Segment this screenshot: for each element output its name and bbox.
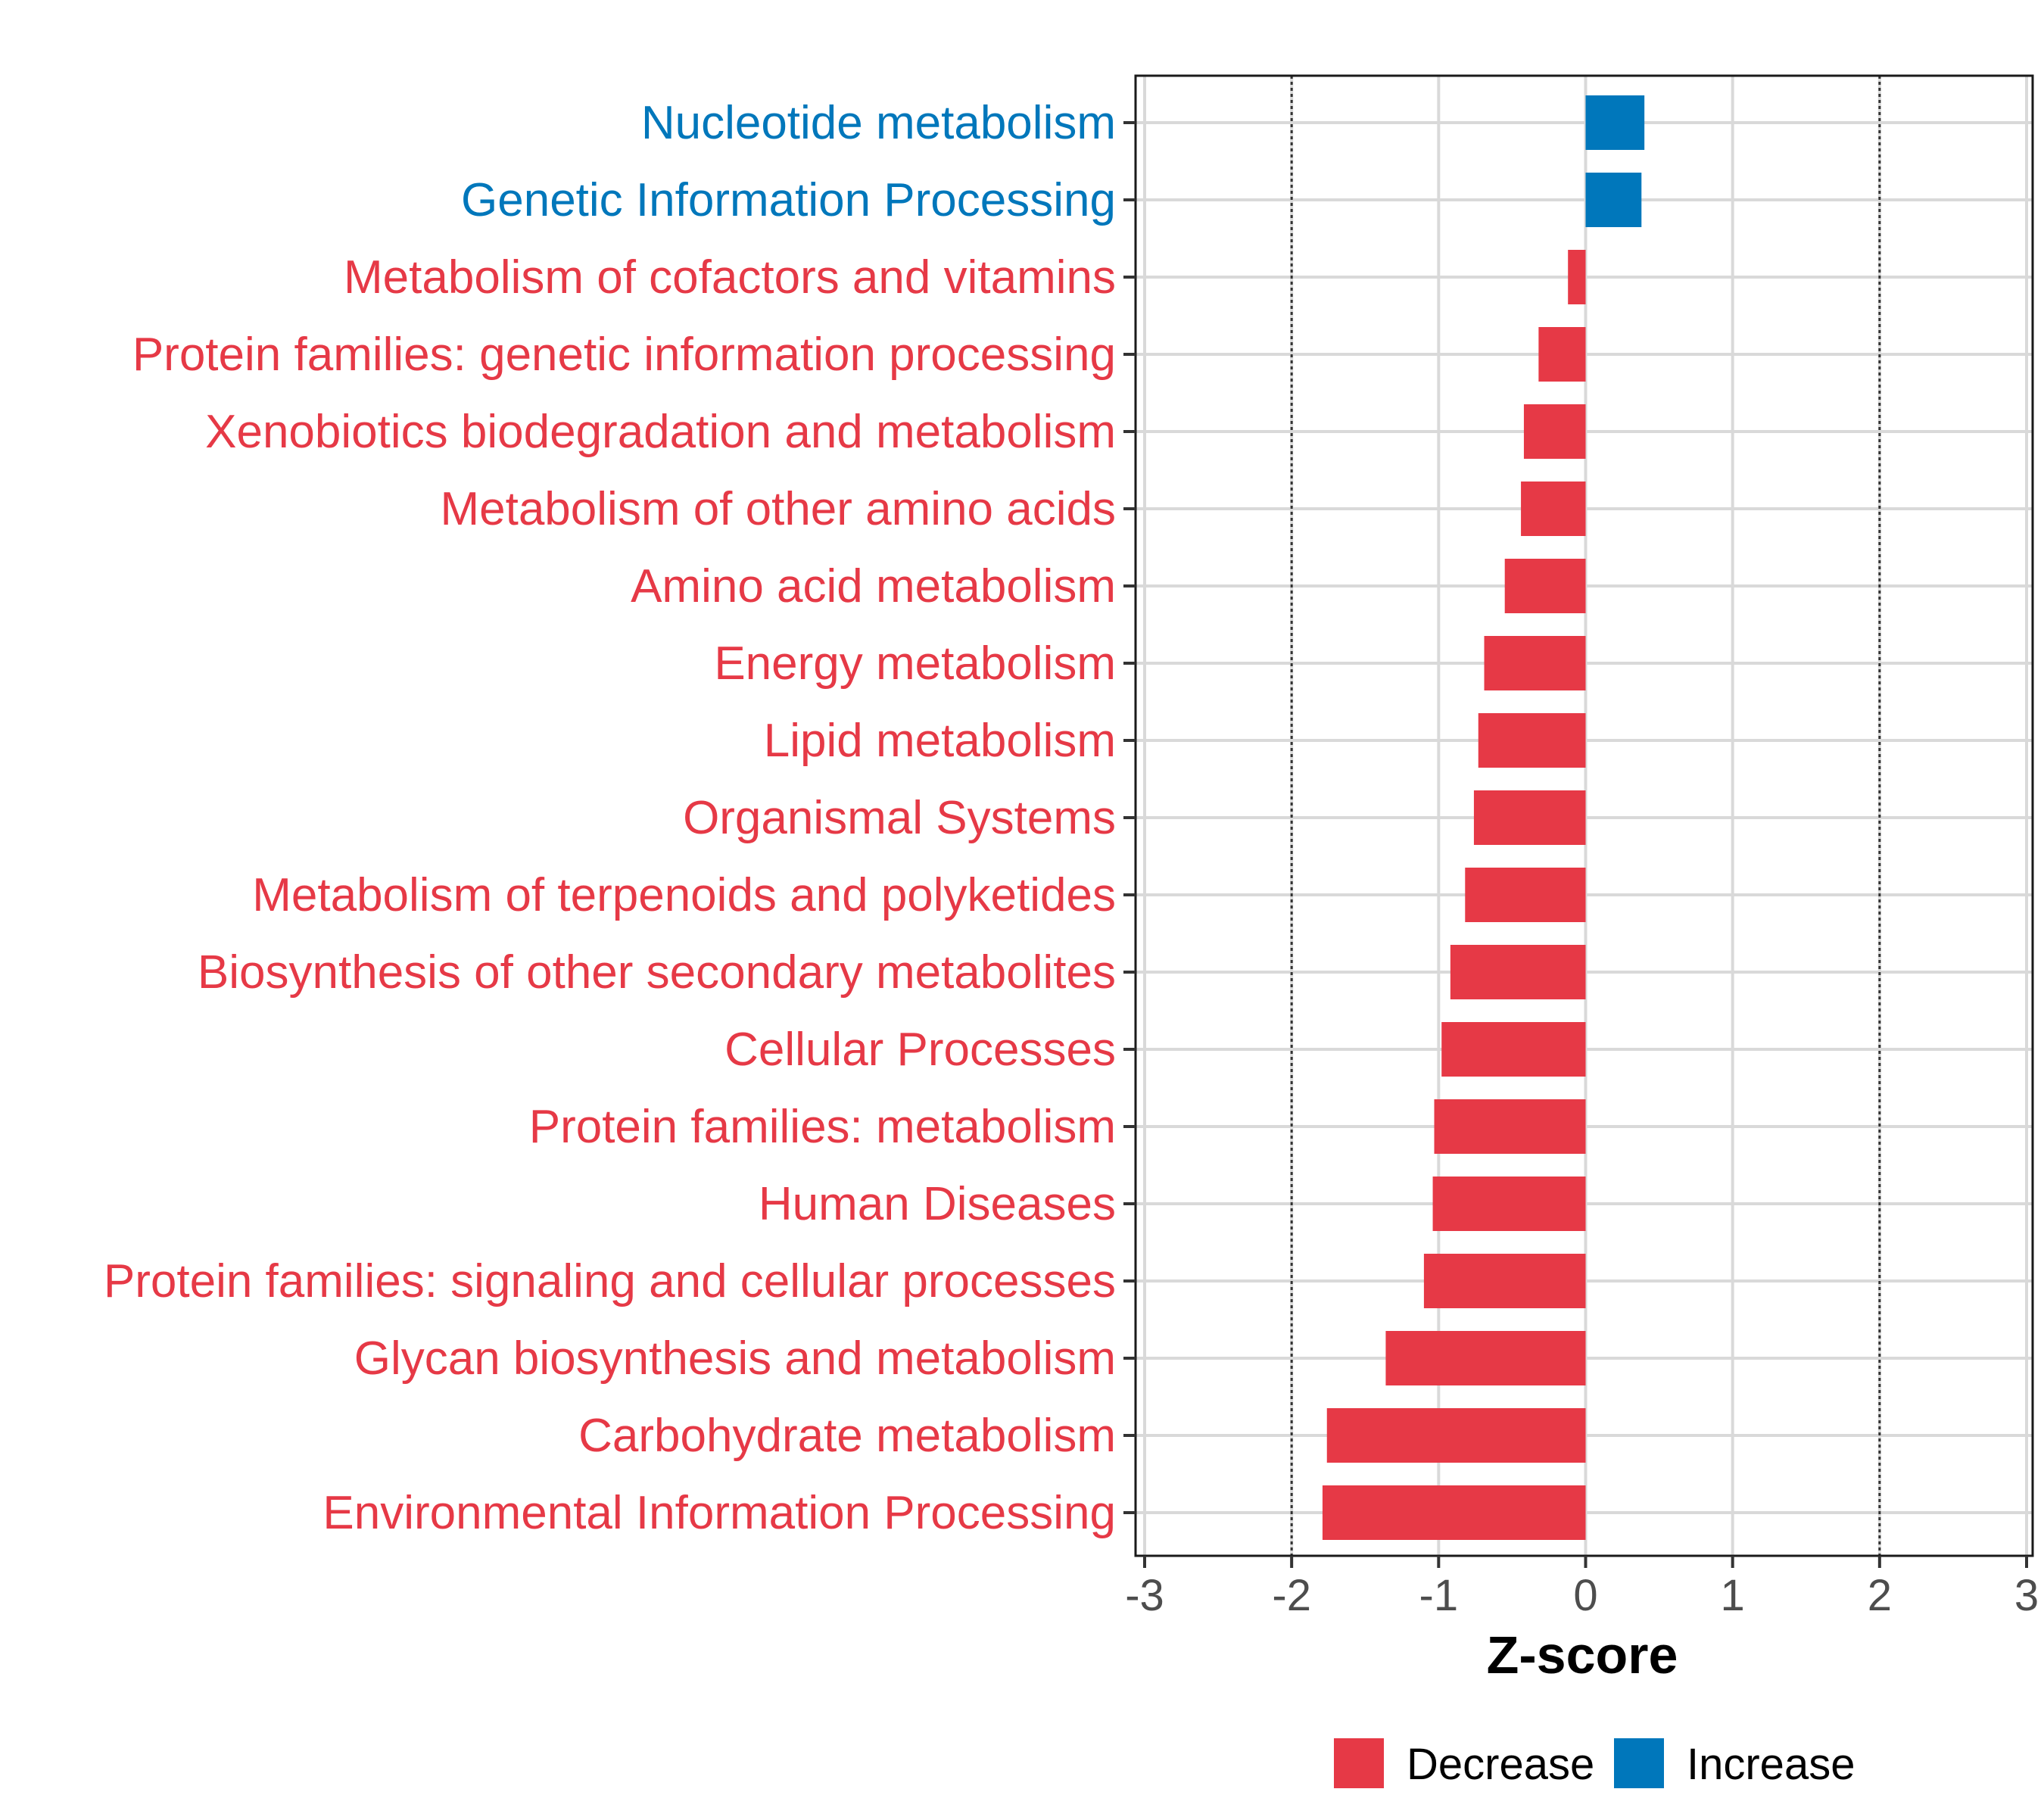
x-tick-label: -3 [1125,1571,1164,1620]
category-label: Glycan biosynthesis and metabolism [354,1332,1116,1385]
bar-decrease [1478,713,1586,768]
bar-decrease [1521,482,1586,536]
bars-layer [1322,95,1645,1540]
category-label: Amino acid metabolism [631,560,1116,612]
bar-decrease [1434,1099,1586,1154]
category-label: Protein families: metabolism [529,1101,1116,1153]
x-tick-label: -2 [1272,1571,1311,1620]
bar-decrease [1385,1331,1586,1385]
x-tick-label: 0 [1573,1571,1597,1620]
category-label: Human Diseases [759,1178,1116,1230]
legend-label-decrease: Decrease [1407,1740,1594,1789]
bar-decrease [1473,790,1586,845]
category-label: Lipid metabolism [764,715,1116,767]
bar-increase [1585,173,1642,227]
category-label: Energy metabolism [714,637,1116,690]
bar-decrease [1484,636,1586,690]
bar-decrease [1322,1485,1586,1540]
legend-swatch-decrease [1334,1738,1384,1788]
x-tick-label: -1 [1419,1571,1459,1620]
legend: Decrease Increase [1334,1738,1855,1789]
bar-increase [1585,95,1645,150]
category-label: Cellular Processes [724,1024,1116,1076]
x-tick-label: 3 [2014,1571,2039,1620]
ticks-layer: -3 -2 -1 0 1 2 3 [1123,121,2039,1620]
category-label: Biosynthesis of other secondary metaboli… [198,946,1116,999]
category-label: Metabolism of cofactors and vitamins [344,251,1116,304]
legend-label-increase: Increase [1687,1740,1855,1789]
category-label: Organismal Systems [683,792,1116,844]
x-tick-label: 1 [1721,1571,1745,1620]
bar-decrease [1326,1408,1586,1463]
bar-decrease [1432,1177,1586,1231]
category-label: Genetic Information Processing [461,174,1116,226]
bar-decrease [1423,1254,1586,1308]
x-axis-title: Z-score [1487,1625,1678,1685]
x-tick-label: 2 [1868,1571,1892,1620]
category-label: Protein families: genetic information pr… [132,329,1116,381]
bar-decrease [1523,404,1586,459]
bar-decrease [1465,868,1586,922]
legend-swatch-increase [1614,1738,1664,1788]
category-labels: Nucleotide metabolism Genetic Information… [104,97,1116,1539]
bar-decrease [1568,250,1586,304]
category-label: Xenobiotics biodegradation and metabolis… [205,406,1116,458]
category-label: Metabolism of terpenoids and polyketides [252,869,1116,921]
bar-decrease [1504,559,1586,613]
category-label: Environmental Information Processing [322,1487,1116,1539]
bar-decrease [1441,1022,1586,1077]
category-label: Metabolism of other amino acids [440,483,1116,535]
bar-decrease [1538,327,1586,382]
category-label: Protein families: signaling and cellular… [104,1255,1116,1307]
category-label: Carbohydrate metabolism [578,1410,1116,1462]
category-label: Nucleotide metabolism [641,97,1116,149]
bar-decrease [1450,945,1586,999]
